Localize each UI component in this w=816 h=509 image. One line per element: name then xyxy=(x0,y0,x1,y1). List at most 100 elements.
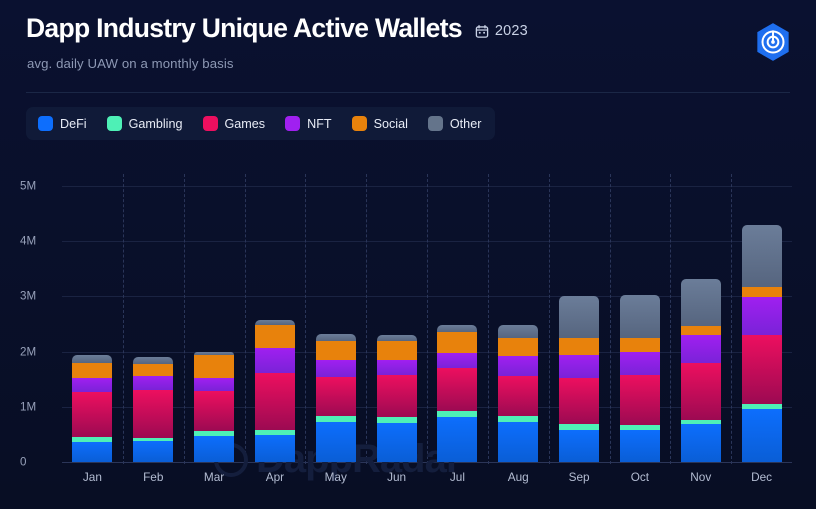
calendar-icon xyxy=(475,24,489,39)
bar-segment-gambling xyxy=(72,437,113,443)
legend-label: Games xyxy=(224,116,266,131)
legend-swatch-defi xyxy=(38,116,53,131)
legend-item-defi[interactable]: DeFi xyxy=(38,116,87,131)
bar-segment-defi xyxy=(254,434,295,462)
bar-segment-nft xyxy=(619,351,660,375)
bar-segment-gambling xyxy=(559,423,600,430)
column-separator xyxy=(244,174,246,464)
bar-segment-nft xyxy=(376,359,417,375)
bar-segment-defi xyxy=(741,409,782,462)
bar-segment-other xyxy=(741,225,782,288)
bar-segment-defi xyxy=(315,422,356,462)
bar-mar[interactable] xyxy=(194,352,235,462)
x-axis-label-may: May xyxy=(324,470,347,484)
bar-segment-other xyxy=(315,333,356,342)
bar-segment-defi xyxy=(619,429,660,462)
chart-subtitle: avg. daily UAW on a monthly basis xyxy=(27,56,234,71)
bar-segment-other xyxy=(376,335,417,342)
bar-segment-gambling xyxy=(376,416,417,423)
bar-may[interactable] xyxy=(315,333,356,462)
year-selector[interactable]: 2023 xyxy=(475,23,528,39)
column-separator xyxy=(183,174,185,464)
bar-segment-social xyxy=(376,341,417,360)
legend-item-other[interactable]: Other xyxy=(427,116,482,131)
bar-nov[interactable] xyxy=(680,278,721,462)
bar-segment-other xyxy=(559,295,600,338)
legend-label: Social xyxy=(373,116,408,131)
bar-segment-nft xyxy=(254,348,295,374)
bar-segment-nft xyxy=(680,334,721,364)
legend-swatch-games xyxy=(202,116,218,131)
chart-legend: DeFi Gambling Games NFT Social Other xyxy=(26,107,496,140)
bar-segment-gambling xyxy=(498,416,539,423)
bar-segment-social xyxy=(72,363,113,379)
bar-segment-social xyxy=(680,325,721,335)
legend-label: NFT xyxy=(307,116,332,131)
bar-segment-other xyxy=(619,294,660,338)
bar-segment-social xyxy=(315,341,356,360)
y-tick-label: 4M xyxy=(20,234,37,248)
bar-jun[interactable] xyxy=(376,335,417,462)
bar-oct[interactable] xyxy=(619,294,660,462)
bar-segment-gambling xyxy=(254,430,295,435)
bar-segment-social xyxy=(254,325,295,349)
legend-item-nft[interactable]: NFT xyxy=(285,116,332,131)
legend-label: DeFi xyxy=(60,116,87,131)
bar-segment-games xyxy=(72,391,113,438)
legend-item-gambling[interactable]: Gambling xyxy=(106,116,183,131)
bar-dec[interactable] xyxy=(741,225,782,462)
x-axis-label-dec: Dec xyxy=(751,470,773,484)
bar-segment-other xyxy=(133,356,174,365)
legend-label: Gambling xyxy=(128,116,183,131)
column-separator xyxy=(731,174,733,464)
year-label: 2023 xyxy=(494,23,528,40)
x-axis-label-jul: Jul xyxy=(449,470,465,484)
x-axis-label-nov: Nov xyxy=(690,470,712,484)
x-axis-label-sep: Sep xyxy=(568,470,590,484)
page-title: Dapp Industry Unique Active Wallets xyxy=(26,13,463,43)
bar-segment-defi xyxy=(437,417,478,462)
bar-feb[interactable] xyxy=(133,356,174,462)
bar-segment-social xyxy=(437,332,478,354)
bar-segment-other xyxy=(498,325,539,339)
bar-jul[interactable] xyxy=(437,325,478,462)
x-axis-label-oct: Oct xyxy=(630,470,650,484)
x-axis-label-jun: Jun xyxy=(387,470,407,484)
bar-segment-defi xyxy=(133,441,174,462)
chart-plot-area: 0 1M 2M 3M 4M 5M DappRadar Jan Feb Mar Apr May Jun… xyxy=(0,160,816,509)
x-axis-label-jan: Jan xyxy=(82,470,102,484)
column-separator xyxy=(548,174,550,464)
bar-jan[interactable] xyxy=(72,354,113,462)
column-separator xyxy=(670,174,672,464)
bar-aug[interactable] xyxy=(498,325,539,462)
bar-segment-other xyxy=(254,320,295,326)
bar-segment-games xyxy=(498,376,539,417)
legend-label: Other xyxy=(449,116,482,131)
bar-segment-games xyxy=(680,363,721,421)
bar-segment-defi xyxy=(680,423,721,462)
bar-segment-games xyxy=(376,374,417,417)
y-tick-label: 1M xyxy=(20,400,37,414)
column-separator xyxy=(609,174,611,464)
bar-segment-defi xyxy=(559,429,600,462)
bar-segment-nft xyxy=(72,378,113,392)
legend-swatch-social xyxy=(351,116,367,131)
legend-item-games[interactable]: Games xyxy=(202,116,266,131)
bar-segment-social xyxy=(194,354,235,379)
legend-swatch-other xyxy=(427,116,443,131)
bar-sep[interactable] xyxy=(559,295,600,462)
bar-segment-gambling xyxy=(741,404,782,410)
bar-apr[interactable] xyxy=(254,320,295,462)
bar-segment-nft xyxy=(437,353,478,369)
bar-segment-games xyxy=(315,377,356,417)
bar-segment-nft xyxy=(315,359,356,378)
bar-segment-defi xyxy=(376,422,417,462)
y-tick-label: 5M xyxy=(20,179,37,193)
bar-segment-nft xyxy=(741,296,782,336)
bar-segment-other xyxy=(437,325,478,333)
bar-segment-other xyxy=(194,352,235,355)
column-separator xyxy=(305,174,307,464)
legend-swatch-nft xyxy=(285,116,301,131)
legend-item-social[interactable]: Social xyxy=(351,116,408,131)
bar-segment-nft xyxy=(559,354,600,379)
